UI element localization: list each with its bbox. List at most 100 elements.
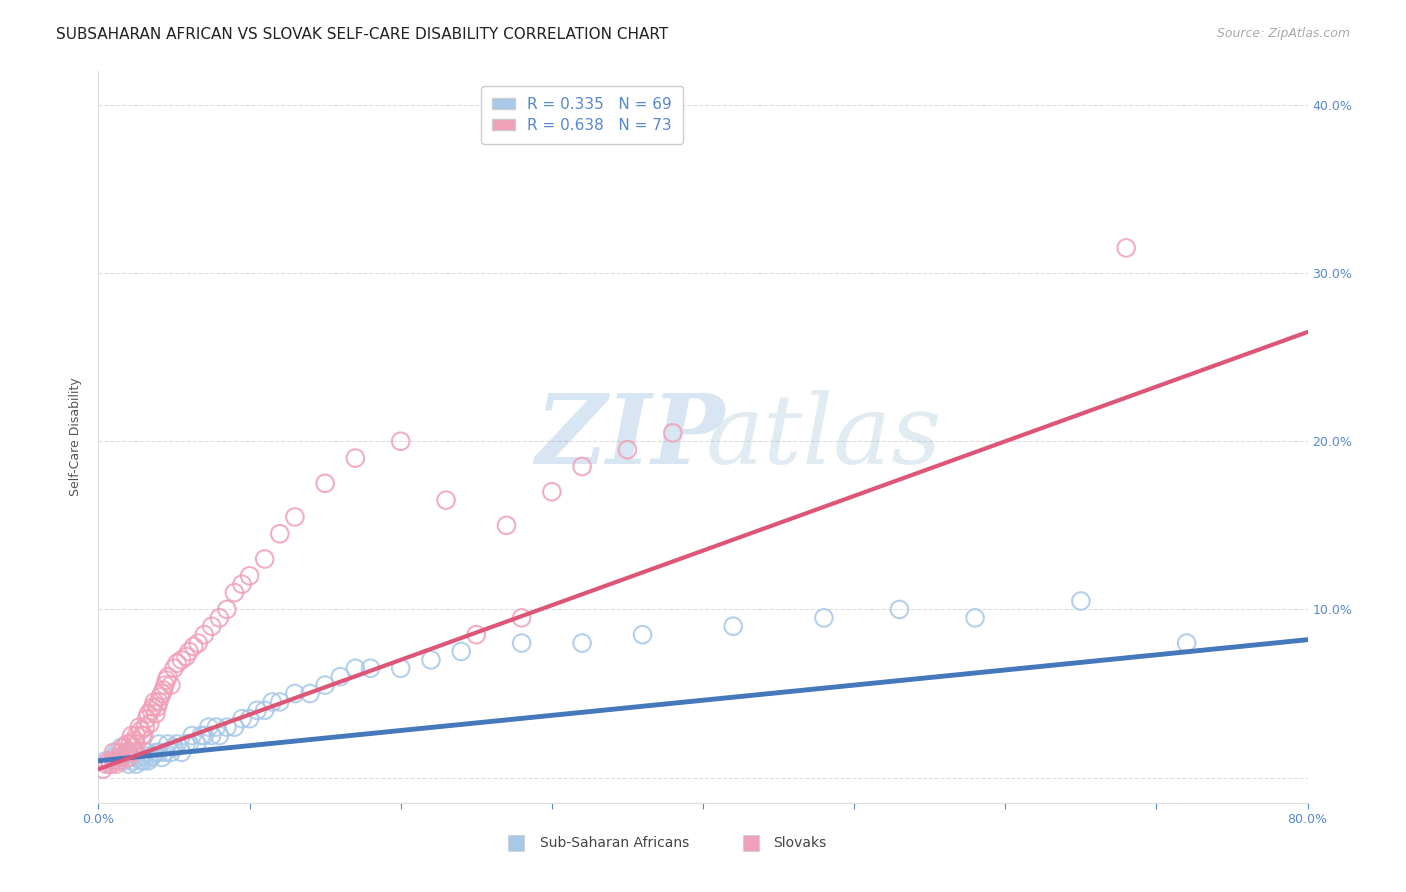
Point bbox=[148, 695, 170, 709]
Point bbox=[181, 729, 204, 743]
Point bbox=[434, 493, 457, 508]
Point bbox=[125, 757, 148, 772]
Point bbox=[1070, 594, 1092, 608]
Point bbox=[150, 750, 173, 764]
Point bbox=[118, 745, 141, 759]
Point bbox=[125, 729, 148, 743]
Point bbox=[146, 700, 169, 714]
Point bbox=[314, 678, 336, 692]
Point bbox=[571, 459, 593, 474]
Point bbox=[329, 670, 352, 684]
Point bbox=[128, 750, 150, 764]
Point bbox=[98, 754, 121, 768]
Point bbox=[128, 720, 150, 734]
Point bbox=[179, 737, 201, 751]
Point bbox=[661, 425, 683, 440]
Point bbox=[163, 740, 186, 755]
Text: SUBSAHARAN AFRICAN VS SLOVAK SELF-CARE DISABILITY CORRELATION CHART: SUBSAHARAN AFRICAN VS SLOVAK SELF-CARE D… bbox=[56, 27, 668, 42]
Point bbox=[160, 678, 183, 692]
Point bbox=[174, 737, 197, 751]
Point bbox=[100, 757, 122, 772]
Text: Slovaks: Slovaks bbox=[773, 836, 827, 850]
Point bbox=[723, 619, 745, 633]
Point bbox=[143, 695, 166, 709]
Point bbox=[94, 757, 117, 772]
Point bbox=[389, 434, 412, 449]
Point bbox=[193, 627, 215, 641]
Point bbox=[112, 740, 135, 755]
Point bbox=[540, 484, 562, 499]
Point bbox=[495, 518, 517, 533]
Point bbox=[174, 649, 197, 664]
Point bbox=[170, 653, 193, 667]
Point bbox=[187, 636, 209, 650]
Point bbox=[239, 712, 262, 726]
Point bbox=[166, 737, 188, 751]
Point bbox=[152, 683, 174, 698]
Point bbox=[344, 451, 367, 466]
Point bbox=[360, 661, 382, 675]
Point bbox=[510, 611, 533, 625]
Point bbox=[224, 720, 246, 734]
Point bbox=[136, 754, 159, 768]
Point bbox=[215, 720, 238, 734]
Point bbox=[139, 716, 162, 731]
Point bbox=[91, 762, 114, 776]
Point bbox=[135, 712, 157, 726]
Point bbox=[110, 750, 132, 764]
Text: Source: ZipAtlas.com: Source: ZipAtlas.com bbox=[1216, 27, 1350, 40]
Point bbox=[107, 750, 129, 764]
Point bbox=[142, 700, 165, 714]
Text: atlas: atlas bbox=[706, 390, 942, 484]
Point bbox=[142, 748, 165, 763]
Point bbox=[100, 757, 122, 772]
Point bbox=[208, 729, 231, 743]
Point bbox=[179, 644, 201, 658]
Point bbox=[115, 737, 138, 751]
Point bbox=[129, 754, 152, 768]
Point bbox=[107, 754, 129, 768]
Point bbox=[148, 737, 170, 751]
Legend: R = 0.335   N = 69, R = 0.638   N = 73: R = 0.335 N = 69, R = 0.638 N = 73 bbox=[481, 87, 683, 144]
Point bbox=[103, 745, 125, 759]
Point bbox=[149, 690, 172, 704]
Point bbox=[103, 750, 125, 764]
Point bbox=[465, 627, 488, 641]
Point bbox=[889, 602, 911, 616]
Point bbox=[148, 745, 170, 759]
Point bbox=[118, 750, 141, 764]
Point bbox=[150, 686, 173, 700]
Point bbox=[1115, 241, 1137, 255]
Point bbox=[105, 745, 128, 759]
Point bbox=[105, 757, 128, 772]
Point bbox=[253, 703, 276, 717]
Point bbox=[420, 653, 443, 667]
Point bbox=[94, 754, 117, 768]
Point bbox=[120, 737, 142, 751]
Point bbox=[231, 577, 253, 591]
Point bbox=[190, 729, 212, 743]
Point bbox=[389, 661, 412, 675]
Point bbox=[239, 569, 262, 583]
Point bbox=[156, 737, 179, 751]
Point bbox=[122, 754, 145, 768]
Point bbox=[269, 526, 291, 541]
Point bbox=[344, 661, 367, 675]
Point bbox=[450, 644, 472, 658]
Point bbox=[965, 611, 987, 625]
Point bbox=[141, 750, 163, 764]
Point bbox=[571, 636, 593, 650]
Point bbox=[186, 737, 208, 751]
Point bbox=[314, 476, 336, 491]
Point bbox=[1175, 636, 1198, 650]
Point bbox=[145, 745, 167, 759]
Point bbox=[201, 729, 224, 743]
Point bbox=[510, 636, 533, 650]
Point bbox=[110, 745, 132, 759]
Point bbox=[118, 757, 141, 772]
Point bbox=[141, 703, 163, 717]
Point bbox=[122, 745, 145, 759]
Point bbox=[135, 745, 157, 759]
Point bbox=[160, 745, 183, 759]
Point bbox=[155, 673, 177, 687]
